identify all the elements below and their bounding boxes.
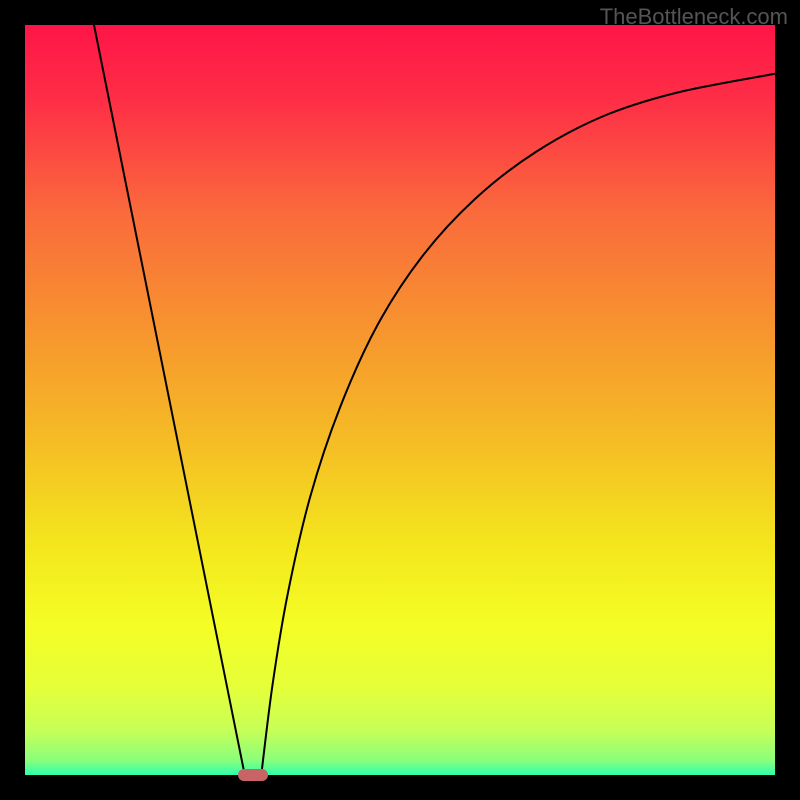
chart-background-gradient [25,25,775,775]
minimum-marker [238,769,268,781]
watermark-text: TheBottleneck.com [600,4,788,30]
bottleneck-chart [0,0,800,800]
